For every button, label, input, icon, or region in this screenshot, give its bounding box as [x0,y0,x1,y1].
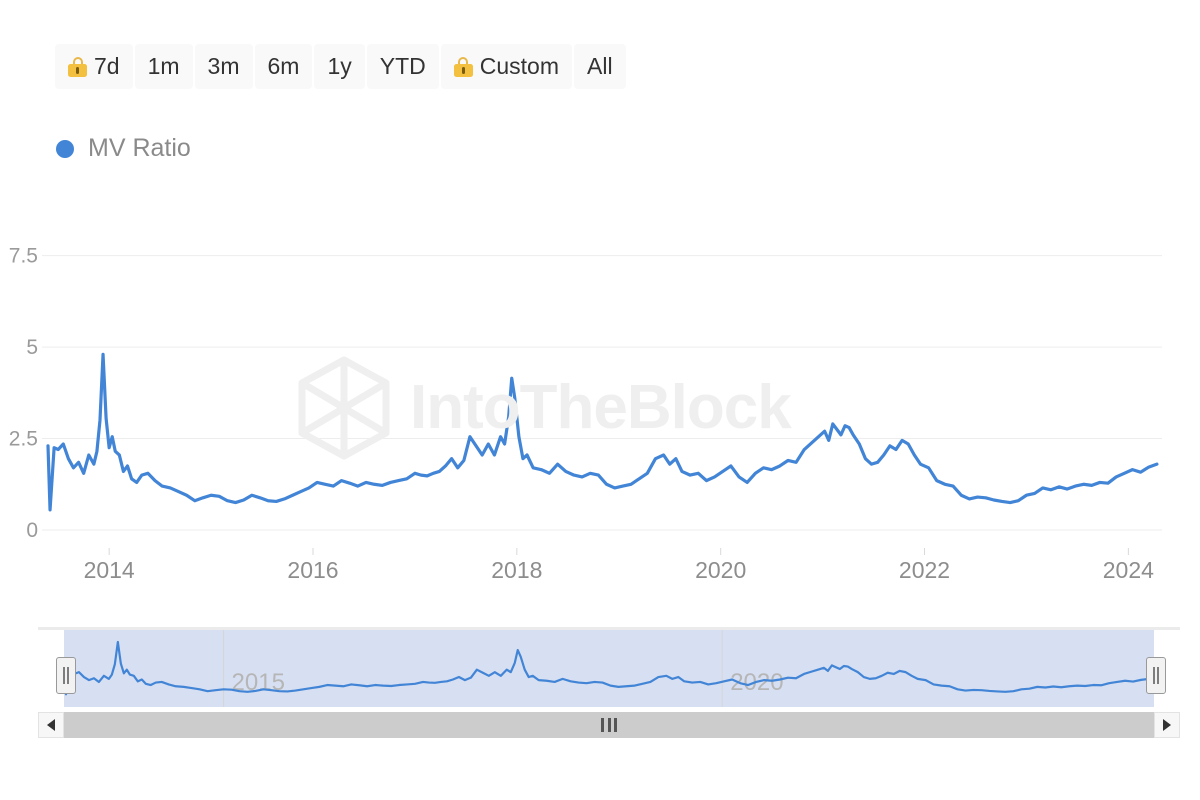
x-axis-tick-label: 2016 [287,557,338,583]
navigator-top-border [38,627,1180,630]
range-button-1y[interactable]: 1y [314,44,365,89]
x-axis-tick-label: 2020 [695,557,746,583]
chevron-right-icon [1163,719,1171,731]
navigator-chart: 2015 2020 [62,630,1150,707]
range-button-7d[interactable]: 7d [55,44,133,89]
legend-marker-icon [56,139,74,158]
lock-icon [453,56,473,77]
scrollbar-track[interactable] [64,712,1154,738]
x-axis: 2014 2016 2018 2020 2022 2024 [0,548,1200,588]
range-button-label: 3m [207,53,240,79]
main-chart-svg: 0 2.5 5 7.5 [9,245,1162,542]
range-button-ytd[interactable]: YTD [366,44,439,89]
range-button-label: 1m [147,53,180,79]
y-axis-tick-label: 7.5 [9,245,38,268]
navigator-left-handle[interactable] [56,657,76,694]
x-axis-tick-label: 2022 [899,557,950,583]
legend-item[interactable]: MV Ratio [56,134,191,163]
main-plot-area: 0 2.5 5 7.5 [0,230,1200,550]
range-selector-toolbar: 7d 1m 3m 6m 1y YTD Custom All [55,44,626,89]
range-button-1m[interactable]: 1m [134,44,193,89]
y-axis-tick-label: 5 [26,336,38,359]
series-line-mv-ratio [46,352,1159,512]
chevron-left-icon [47,719,55,731]
y-axis-tick-label: 2.5 [9,428,38,451]
navigator-selected-range[interactable] [64,630,1154,707]
range-button-label: All [587,53,613,79]
x-axis-tick-label: 2018 [491,557,542,583]
navigator[interactable]: 2015 2020 [38,627,1180,707]
x-axis-tick-label: 2024 [1103,557,1154,583]
range-button-label: 1y [327,53,352,79]
range-button-label: YTD [379,53,426,79]
scroll-right-arrow-button[interactable] [1154,712,1180,738]
horizontal-scrollbar[interactable] [38,712,1180,738]
range-button-6m[interactable]: 6m [254,44,313,89]
range-button-all[interactable]: All [574,44,626,89]
range-button-label: 7d [94,53,120,79]
lock-icon [68,56,87,77]
x-axis-tick-label: 2014 [84,557,135,583]
scrollbar-thumb[interactable] [64,712,1154,738]
navigator-series-line [62,640,1150,696]
legend-item-label: MV Ratio [88,134,191,162]
range-button-3m[interactable]: 3m [194,44,253,89]
chart-legend: MV Ratio [56,134,191,163]
navigator-right-handle[interactable] [1146,657,1166,694]
y-axis-tick-label: 0 [26,519,38,542]
range-button-label: 6m [267,53,300,79]
range-button-label: Custom [479,53,559,79]
range-button-custom[interactable]: Custom [440,44,572,89]
scroll-left-arrow-button[interactable] [38,712,64,738]
